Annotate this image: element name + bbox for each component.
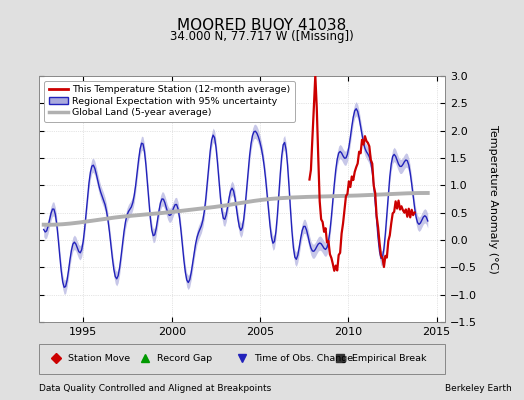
Text: Empirical Break: Empirical Break <box>352 354 427 363</box>
Text: MOORED BUOY 41038: MOORED BUOY 41038 <box>178 18 346 33</box>
Text: 34.000 N, 77.717 W ([Missing]): 34.000 N, 77.717 W ([Missing]) <box>170 30 354 43</box>
Legend: This Temperature Station (12-month average), Regional Expectation with 95% uncer: This Temperature Station (12-month avera… <box>44 81 296 122</box>
Text: Station Move: Station Move <box>68 354 130 363</box>
Text: Berkeley Earth: Berkeley Earth <box>445 384 512 393</box>
Text: Record Gap: Record Gap <box>157 354 212 363</box>
Y-axis label: Temperature Anomaly (°C): Temperature Anomaly (°C) <box>488 125 498 273</box>
Text: Data Quality Controlled and Aligned at Breakpoints: Data Quality Controlled and Aligned at B… <box>39 384 271 393</box>
Text: Time of Obs. Change: Time of Obs. Change <box>255 354 354 363</box>
